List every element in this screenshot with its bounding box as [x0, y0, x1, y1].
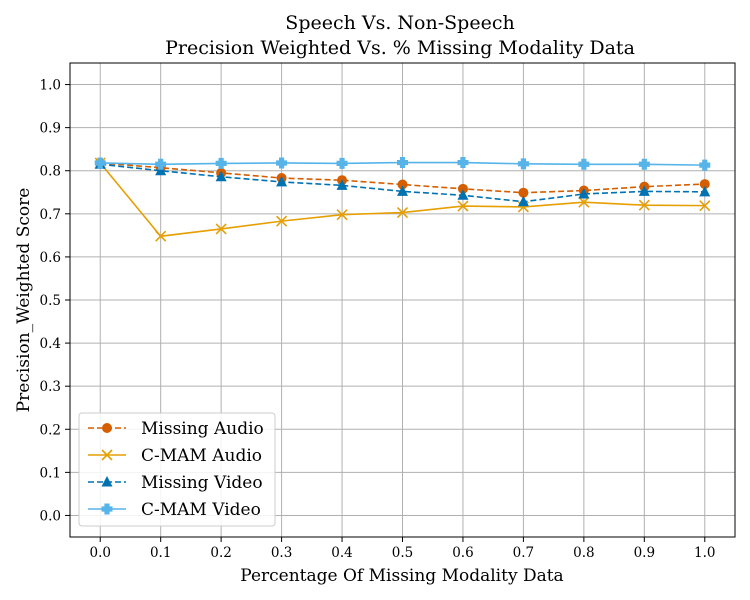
legend-marker — [101, 476, 113, 487]
data-point — [276, 215, 288, 227]
x-tick-label: 0.4 — [331, 545, 352, 561]
y-tick-label: 0.0 — [40, 508, 61, 524]
chart-title-line1: Speech Vs. Non-Speech — [285, 12, 514, 34]
data-point — [94, 157, 106, 169]
data-point — [578, 158, 590, 170]
legend-entry: C-MAM Video — [88, 500, 261, 520]
data-point — [336, 179, 348, 190]
legend-label: C-MAM Audio — [141, 446, 262, 466]
legend-label: Missing Video — [141, 473, 263, 493]
legend-entry: Missing Audio — [88, 419, 264, 439]
x-tick-label: 0.0 — [89, 545, 110, 561]
data-point — [638, 199, 650, 211]
data-point — [638, 185, 650, 196]
data-point — [578, 187, 590, 199]
series-line — [100, 162, 705, 194]
x-tick-label: 1.0 — [694, 545, 715, 561]
y-tick-label: 0.9 — [40, 121, 61, 137]
x-tick-label: 0.2 — [210, 545, 231, 561]
legend-entry: Missing Video — [88, 473, 263, 493]
legend-marker — [101, 449, 113, 461]
y-tick-label: 0.6 — [40, 250, 61, 266]
data-point — [518, 187, 529, 198]
data-point — [699, 179, 710, 190]
data-point — [517, 195, 529, 207]
y-tick-label: 0.2 — [40, 422, 61, 438]
y-tick-label: 0.8 — [40, 164, 61, 180]
data-point — [396, 206, 409, 219]
data-point — [638, 158, 650, 170]
x-tick-label: 0.6 — [452, 545, 473, 561]
axis-ticks: 0.0 0.1 0.2 0.3 0.4 0.5 0.6 0.7 0.8 0.9 1.0 0.0 0.1 0… — [40, 78, 716, 561]
x-tick-label: 0.5 — [392, 545, 413, 561]
data-point — [155, 158, 167, 170]
legend-box — [78, 412, 276, 527]
data-point — [155, 164, 167, 176]
data-point — [699, 159, 711, 171]
data-point — [155, 230, 167, 242]
data-point — [699, 200, 711, 212]
data-point — [276, 175, 288, 187]
x-tick-label: 0.3 — [271, 545, 292, 561]
y-tick-label: 0.4 — [40, 336, 61, 352]
legend-marker — [102, 423, 112, 433]
legend-label: C-MAM Video — [141, 500, 261, 520]
data-point — [517, 158, 529, 170]
legend-entry: C-MAM Audio — [88, 446, 262, 466]
data-point — [578, 196, 590, 208]
y-tick-label: 0.7 — [40, 207, 61, 223]
y-tick-label: 0.1 — [40, 465, 61, 481]
x-tick-label: 0.9 — [634, 545, 655, 561]
y-tick-label: 1.0 — [40, 78, 61, 94]
data-point — [215, 223, 227, 235]
series-3 — [94, 157, 711, 171]
x-axis-label: Percentage Of Missing Modality Data — [240, 566, 563, 586]
data-point — [336, 157, 348, 169]
data-point — [457, 183, 468, 194]
data-point — [457, 189, 469, 200]
data-point — [457, 200, 469, 212]
y-tick-label: 0.3 — [40, 379, 61, 395]
data-point — [397, 185, 408, 196]
legend-marker — [101, 503, 113, 515]
series-line — [100, 163, 705, 203]
x-tick-label: 0.1 — [150, 545, 171, 561]
data-point — [276, 157, 288, 169]
series-group — [94, 157, 711, 242]
y-axis-label: Precision_Weighted Score — [14, 188, 34, 413]
x-tick-label: 0.8 — [573, 545, 594, 561]
data-point — [397, 179, 408, 190]
data-point — [397, 157, 408, 169]
data-point — [457, 157, 469, 169]
x-tick-label: 0.7 — [513, 545, 534, 561]
data-point — [215, 170, 227, 182]
data-point — [215, 157, 227, 169]
legend: Missing Audio C-MAM Audio Missing Video C-M… — [78, 412, 276, 527]
legend-label: Missing Audio — [141, 419, 264, 439]
y-tick-label: 0.5 — [40, 293, 61, 309]
chart-title-line2: Precision Weighted Vs. % Missing Modalit… — [165, 37, 635, 59]
data-point — [336, 209, 348, 221]
data-point — [699, 185, 711, 197]
